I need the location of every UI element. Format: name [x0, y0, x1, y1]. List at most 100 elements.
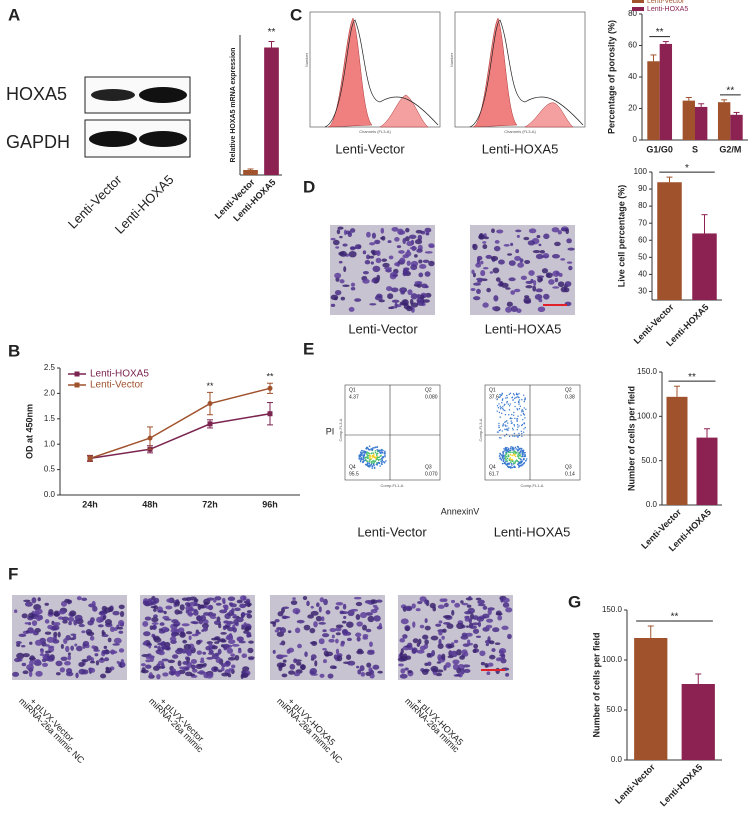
- event: [514, 446, 517, 449]
- micrograph: [470, 225, 575, 315]
- quadrant-label: 4.37: [349, 394, 359, 400]
- cell: [510, 305, 518, 313]
- cell: [198, 670, 206, 675]
- cell: [225, 636, 234, 641]
- cell: [566, 238, 572, 244]
- event: [510, 445, 512, 448]
- y-tick-label: 80: [638, 201, 647, 210]
- cell: [425, 292, 432, 298]
- cell: [335, 624, 344, 628]
- event: [508, 405, 511, 407]
- cell: [533, 279, 537, 287]
- cell: [318, 606, 322, 613]
- event: [506, 394, 508, 397]
- cell: [391, 299, 400, 303]
- event: [362, 461, 364, 463]
- cell: [472, 243, 478, 251]
- cell: [486, 618, 494, 623]
- cell: [423, 643, 429, 649]
- g1-peak: [472, 17, 518, 128]
- cell: [244, 627, 250, 632]
- bar: [692, 233, 717, 300]
- cell: [428, 243, 435, 248]
- cell: [476, 616, 484, 622]
- event: [511, 435, 514, 437]
- event: [522, 462, 525, 465]
- event: [507, 450, 510, 452]
- cell: [34, 639, 43, 646]
- cell: [213, 666, 218, 672]
- cell: [184, 667, 190, 671]
- cell: [65, 671, 74, 677]
- cell: [408, 234, 417, 239]
- caption: Lenti-Vector: [357, 524, 427, 539]
- cell: [185, 631, 193, 635]
- event: [507, 429, 509, 431]
- cell: [236, 599, 243, 604]
- cell: [47, 645, 55, 649]
- cell: [156, 663, 161, 670]
- cell: [246, 633, 250, 638]
- cell: [241, 624, 245, 628]
- cell: [366, 650, 375, 655]
- event: [517, 426, 519, 428]
- cell: [424, 285, 429, 289]
- cell: [310, 654, 317, 660]
- quadrant-label: 0.38: [565, 394, 575, 400]
- event: [506, 397, 508, 399]
- event: [503, 447, 505, 450]
- cell: [447, 655, 454, 659]
- cell: [538, 243, 542, 247]
- cell: [12, 671, 20, 677]
- quadrant-label: Q4: [349, 464, 356, 470]
- event: [371, 452, 373, 454]
- cell: [364, 259, 371, 265]
- event: [518, 399, 521, 401]
- event: [513, 435, 516, 437]
- cell: [105, 666, 109, 671]
- cell: [411, 647, 418, 654]
- fit-line: [469, 19, 584, 128]
- cell: [370, 599, 376, 604]
- cell: [414, 239, 423, 245]
- cell: [92, 605, 98, 612]
- cell: [394, 302, 398, 309]
- cell: [461, 649, 468, 654]
- cell: [471, 269, 475, 274]
- cell: [557, 230, 562, 235]
- event: [518, 448, 521, 451]
- cell: [48, 608, 54, 615]
- cell: [322, 647, 327, 651]
- event: [379, 465, 381, 467]
- cell: [472, 272, 476, 278]
- cell: [428, 260, 435, 267]
- event: [511, 454, 514, 457]
- event: [364, 459, 366, 462]
- cell: [187, 611, 193, 617]
- cell: [43, 644, 50, 647]
- cell: [60, 644, 64, 649]
- cell: [164, 618, 172, 621]
- cell: [480, 260, 484, 265]
- event: [520, 464, 523, 467]
- cell: [246, 614, 253, 619]
- cell: [234, 607, 241, 612]
- cell: [13, 609, 18, 614]
- cell: [24, 601, 33, 607]
- cell: [493, 245, 501, 252]
- cell: [445, 662, 451, 668]
- event: [506, 450, 509, 452]
- legend-swatch: [632, 0, 644, 3]
- cell: [463, 668, 471, 674]
- cell: [337, 655, 343, 662]
- cell: [232, 627, 237, 633]
- cell: [412, 621, 416, 628]
- x-tick-label: 72h: [202, 499, 218, 509]
- cell: [311, 640, 318, 646]
- cell: [508, 260, 516, 266]
- event: [384, 452, 386, 454]
- cell: [29, 641, 33, 645]
- cell: [372, 604, 378, 608]
- cell: [342, 284, 350, 288]
